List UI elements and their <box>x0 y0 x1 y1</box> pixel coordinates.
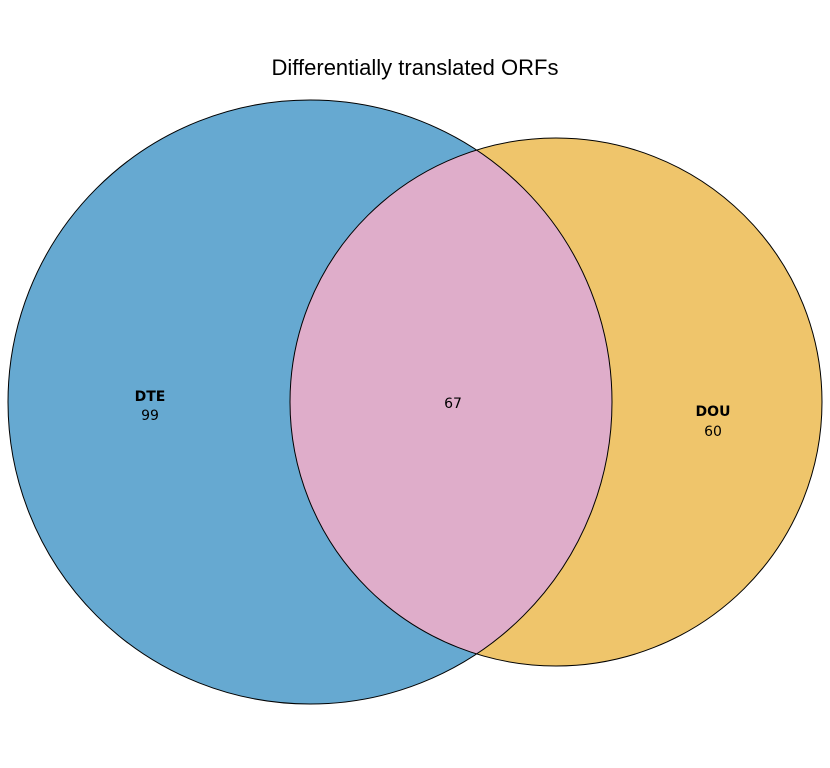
dou-set-label: DOU <box>696 404 731 420</box>
dte-only-count: 99 <box>141 408 159 424</box>
dte-set-label: DTE <box>135 389 166 405</box>
chart-title: Differentially translated ORFs <box>272 55 559 80</box>
intersection-region <box>290 138 612 666</box>
dou-set-outline <box>289 137 823 667</box>
intersection-count: 67 <box>444 396 462 412</box>
dte-set-outline <box>7 99 613 705</box>
dou-only-count: 60 <box>704 424 722 440</box>
